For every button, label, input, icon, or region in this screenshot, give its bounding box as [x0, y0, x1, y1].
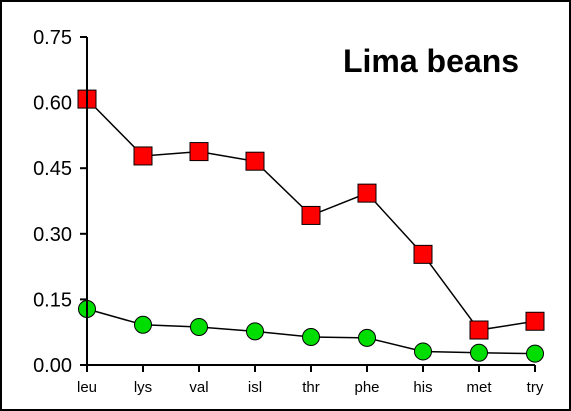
y-tick-label: 0.45	[33, 158, 72, 180]
data-point-square	[525, 311, 545, 331]
x-tick-label: met	[466, 379, 492, 396]
y-axis-ticks: 0.00 0.15 0.30 0.45 0.60 0.75	[33, 27, 87, 377]
x-tick-label: thr	[302, 379, 320, 396]
y-tick-label: 0.15	[33, 289, 72, 311]
x-tick-label: isl	[248, 379, 262, 396]
y-tick-label: 0.75	[33, 27, 72, 49]
data-point-circle	[302, 328, 320, 347]
y-tick-label: 0.00	[33, 355, 72, 377]
data-point-circle	[358, 328, 376, 347]
data-point-circle	[470, 343, 488, 362]
x-tick-label: lys	[134, 379, 152, 396]
data-point-square	[133, 146, 153, 166]
data-point-circle	[190, 317, 208, 336]
data-point-square	[301, 205, 321, 225]
data-point-square	[189, 142, 209, 162]
y-tick-label: 0.60	[33, 93, 72, 115]
data-point-circle	[134, 315, 152, 334]
data-point-circle	[526, 344, 544, 363]
data-point-square	[245, 151, 265, 171]
series-markers	[77, 89, 545, 363]
data-point-square	[357, 183, 377, 203]
y-tick-label: 0.30	[33, 224, 72, 246]
data-point-circle	[414, 342, 432, 361]
x-tick-label: try	[527, 379, 544, 396]
data-point-square	[413, 244, 433, 264]
x-axis-ticks: leu lys val isl thr phe his met try	[77, 365, 544, 396]
x-tick-label: val	[189, 379, 208, 396]
chart-title: Lima beans	[343, 43, 519, 79]
x-tick-label: his	[413, 379, 432, 396]
x-tick-label: leu	[77, 379, 97, 396]
x-tick-label: phe	[354, 379, 379, 396]
data-point-circle	[246, 322, 264, 341]
data-point-square	[469, 320, 489, 340]
